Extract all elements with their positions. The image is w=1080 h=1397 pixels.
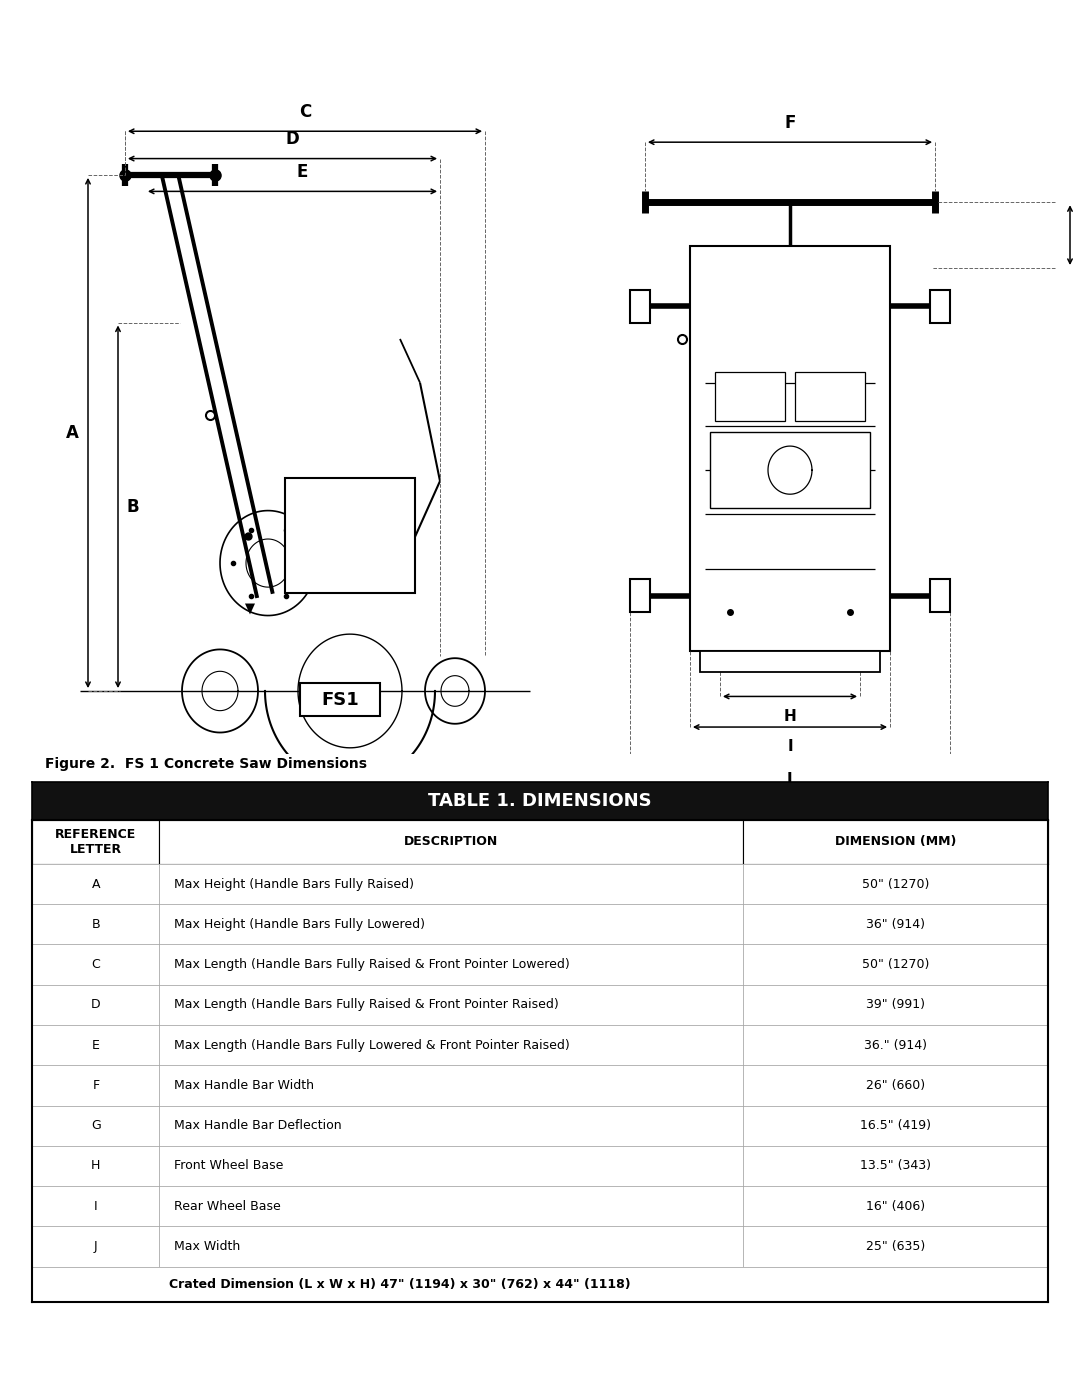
Text: D: D (285, 130, 299, 148)
Text: 50" (1270): 50" (1270) (862, 958, 929, 971)
Text: G: G (91, 1119, 100, 1132)
Text: Max Handle Bar Deflection: Max Handle Bar Deflection (174, 1119, 341, 1132)
Bar (300, 683, 380, 717)
Text: Figure 2.  FS 1 Concrete Saw Dimensions: Figure 2. FS 1 Concrete Saw Dimensions (45, 757, 367, 771)
Text: J: J (94, 1241, 97, 1253)
Text: 16.5" (419): 16.5" (419) (860, 1119, 931, 1132)
Text: 16" (406): 16" (406) (866, 1200, 924, 1213)
Text: 39" (991): 39" (991) (866, 999, 924, 1011)
Text: F: F (784, 113, 796, 131)
Text: REFERENCE
LETTER: REFERENCE LETTER (55, 828, 136, 856)
Text: Max Length (Handle Bars Fully Lowered & Front Pointer Raised): Max Length (Handle Bars Fully Lowered & … (174, 1038, 569, 1052)
Text: Crated Dimension (L x W x H) 47" (1194) x 30" (762) x 44" (1118): Crated Dimension (L x W x H) 47" (1194) … (170, 1278, 631, 1291)
Text: B: B (126, 499, 139, 517)
Text: H: H (784, 708, 796, 724)
Text: 50" (1270): 50" (1270) (862, 877, 929, 890)
Bar (700, 651, 880, 672)
Text: A: A (66, 423, 79, 441)
Bar (795, 372, 865, 420)
Bar (630, 289, 650, 323)
Text: DESCRIPTION: DESCRIPTION (404, 835, 498, 848)
Text: FS1: FS1 (314, 689, 355, 707)
Bar (285, 478, 415, 592)
Text: E: E (92, 1038, 99, 1052)
Text: DIMENSION (MM): DIMENSION (MM) (835, 835, 956, 848)
Text: 36" (914): 36" (914) (866, 918, 924, 930)
Text: 25" (635): 25" (635) (866, 1241, 924, 1253)
Text: 26" (660): 26" (660) (866, 1078, 924, 1092)
Text: FS1: FS1 (321, 690, 359, 708)
Bar (630, 580, 650, 612)
Bar (690, 246, 890, 651)
Text: I: I (787, 739, 793, 754)
Text: H: H (91, 1160, 100, 1172)
Text: PAGE 12 — MQ-WHITEMAN FS1 CONCRETE SAW — PARTS & OPERATION MANUAL — REV. #3 (04/: PAGE 12 — MQ-WHITEMAN FS1 CONCRETE SAW —… (183, 1352, 897, 1366)
Text: Max Length (Handle Bars Fully Raised & Front Pointer Raised): Max Length (Handle Bars Fully Raised & F… (174, 999, 558, 1011)
Text: E: E (296, 162, 308, 180)
Text: FS 1 CONCRETE SAW — DIMENSIONS: FS 1 CONCRETE SAW — DIMENSIONS (541, 25, 1027, 50)
Text: F: F (92, 1078, 99, 1092)
Bar (715, 372, 785, 420)
Text: Max Handle Bar Width: Max Handle Bar Width (174, 1078, 314, 1092)
Text: Max Height (Handle Bars Fully Lowered): Max Height (Handle Bars Fully Lowered) (174, 918, 424, 930)
Text: Max Width: Max Width (174, 1241, 240, 1253)
Text: B: B (92, 918, 100, 930)
Polygon shape (245, 604, 255, 615)
Text: 36." (914): 36." (914) (864, 1038, 927, 1052)
Text: Max Length (Handle Bars Fully Raised & Front Pointer Lowered): Max Length (Handle Bars Fully Raised & F… (174, 958, 569, 971)
Text: Rear Wheel Base: Rear Wheel Base (174, 1200, 281, 1213)
Text: C: C (92, 958, 100, 971)
Text: D: D (91, 999, 100, 1011)
Text: I: I (94, 1200, 97, 1213)
Text: J: J (787, 773, 793, 787)
Text: TABLE 1. DIMENSIONS: TABLE 1. DIMENSIONS (428, 792, 652, 810)
Text: Max Height (Handle Bars Fully Raised): Max Height (Handle Bars Fully Raised) (174, 877, 414, 890)
Text: 13.5" (343): 13.5" (343) (860, 1160, 931, 1172)
Bar (930, 580, 950, 612)
Text: Front Wheel Base: Front Wheel Base (174, 1160, 283, 1172)
Bar (930, 289, 950, 323)
Text: C: C (299, 102, 311, 120)
Text: A: A (92, 877, 100, 890)
Bar (710, 432, 870, 509)
